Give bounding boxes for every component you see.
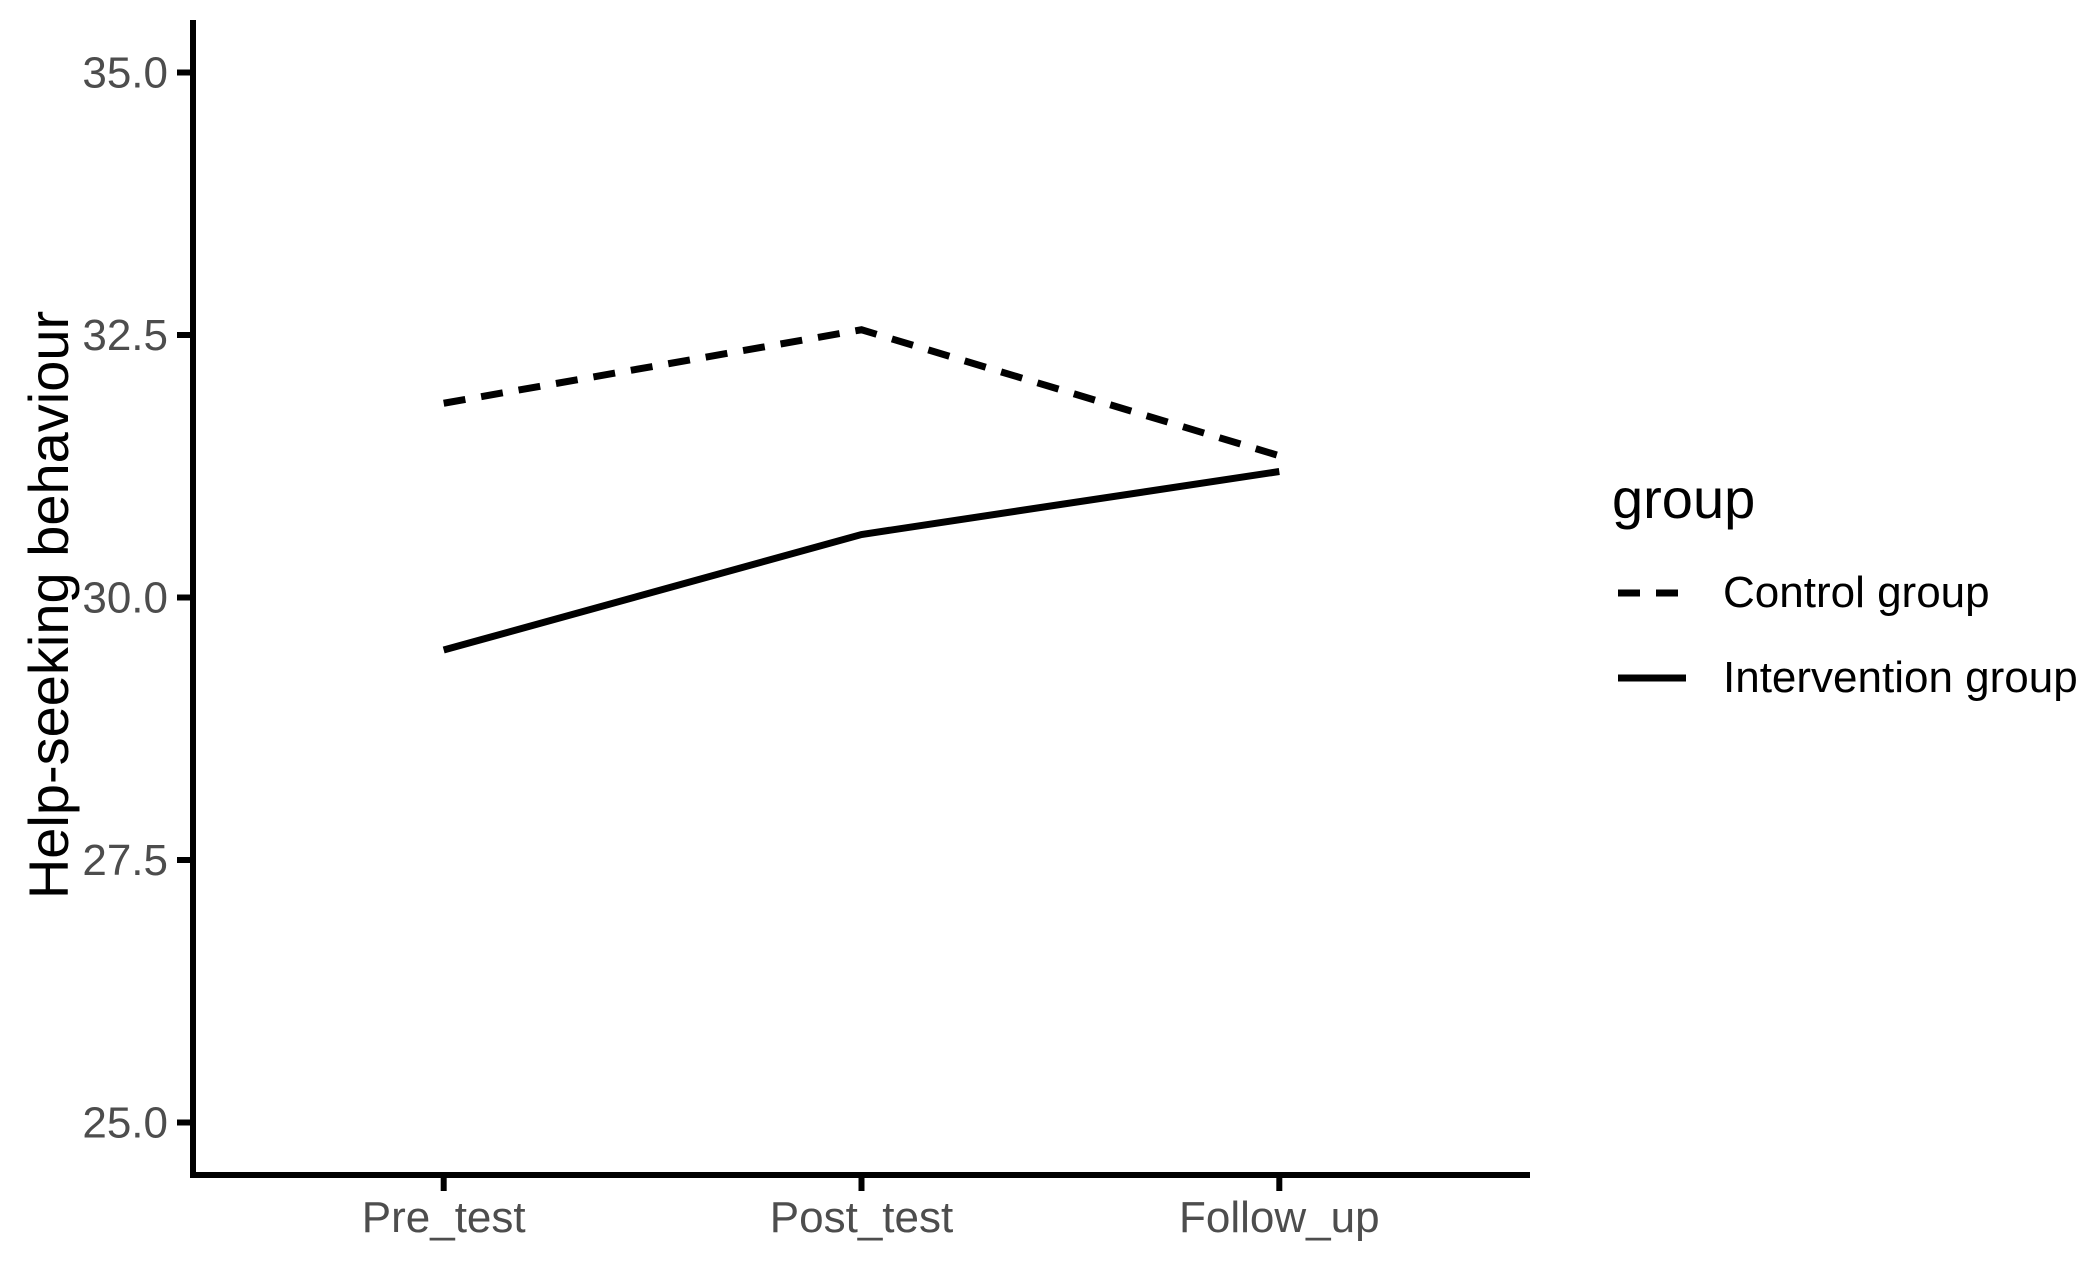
solid-line-key-icon: [1618, 674, 1686, 682]
x-tick-label: Follow_up: [1179, 1193, 1380, 1242]
legend-entry-control-group: Control group: [1617, 568, 1990, 618]
legend-title: group: [1612, 467, 1756, 530]
dashed-line-key-icon: [1618, 589, 1686, 597]
series-line-intervention-group: [442, 468, 1280, 654]
legend-entry-intervention-group: Intervention group: [1617, 653, 2078, 703]
y-axis-title: Help-seeking behaviour: [17, 311, 80, 899]
legend-label: Intervention group: [1723, 653, 2078, 702]
y-tick-label: 32.5: [82, 311, 168, 360]
series-line-control-group: [443, 326, 1281, 460]
y-tick-label: 25.0: [82, 1099, 168, 1148]
legend-label: Control group: [1723, 568, 1990, 617]
x-tick-label: Pre_test: [362, 1193, 526, 1242]
y-tick-label: 35.0: [82, 49, 168, 98]
x-tick-label: Post_test: [770, 1193, 953, 1242]
legend: group Control group Intervention group: [1612, 0, 2081, 1273]
y-tick-label: 30.0: [82, 574, 168, 623]
y-tick-label: 27.5: [82, 836, 168, 885]
